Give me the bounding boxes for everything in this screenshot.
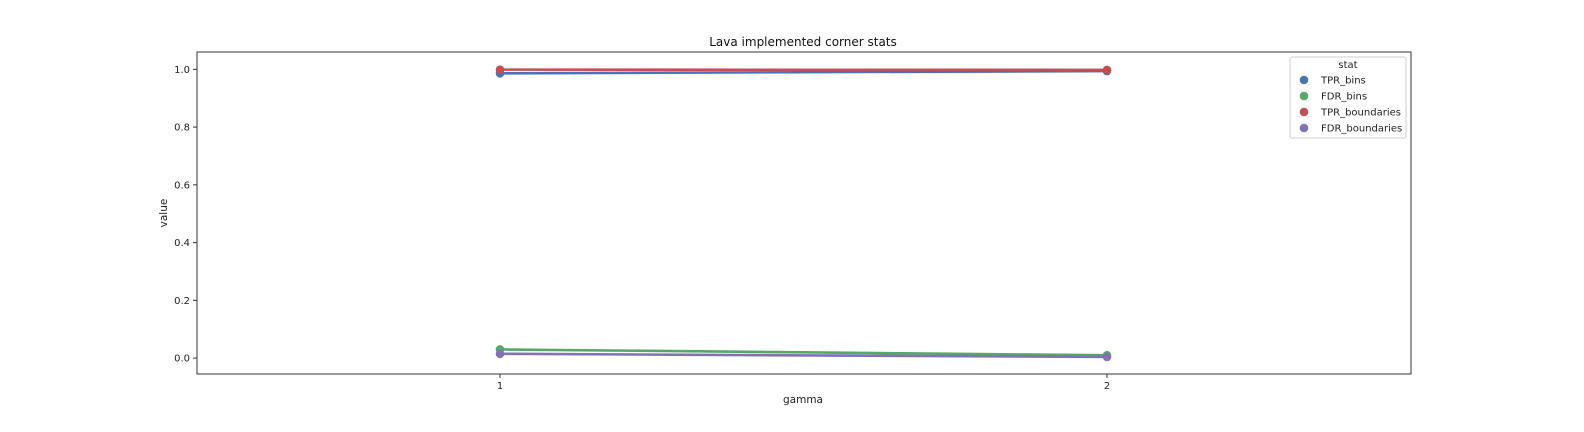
y-tick-label: 0.8 — [174, 123, 190, 134]
y-tick-label: 0.2 — [174, 296, 190, 307]
data-point — [1102, 352, 1112, 362]
legend-entry: FDR_boundaries — [1321, 124, 1402, 135]
data-point — [1102, 65, 1112, 75]
plot-frame — [196, 51, 1412, 375]
plot-area — [495, 65, 1112, 362]
y-axis-label: value — [158, 199, 170, 228]
chart-title: Lava implemented corner stats — [709, 35, 897, 49]
x-axis-label: gamma — [783, 394, 823, 406]
x-tick-label: 1 — [497, 381, 503, 392]
y-tick-label: 0.4 — [174, 238, 190, 249]
x-tick-label: 2 — [1104, 381, 1110, 392]
y-tick-label: 0.6 — [174, 180, 190, 191]
legend-title: stat — [1338, 60, 1357, 71]
series-line-fdr-boundaries — [499, 352, 1108, 359]
y-axis: 0.0 0.2 0.4 0.6 0.8 1.0 — [174, 65, 197, 365]
legend-marker — [1299, 75, 1309, 85]
legend-entry: FDR_bins — [1321, 92, 1367, 103]
data-point — [495, 65, 505, 74]
y-tick-label: 1.0 — [174, 65, 190, 76]
legend-entry: TPR_boundaries — [1320, 108, 1401, 119]
legend-marker — [1299, 91, 1309, 101]
series-line-tpr-bins — [499, 69, 1108, 75]
series-line-fdr-bins — [499, 348, 1108, 357]
legend-box — [1289, 56, 1407, 139]
legend: stat TPR_bins FDR_bins TPR_boundaries FDR_bo… — [1289, 56, 1407, 139]
legend-entry: TPR_bins — [1320, 76, 1366, 87]
legend-marker — [1299, 107, 1309, 117]
legend-marker — [1299, 123, 1309, 133]
data-point — [495, 349, 505, 359]
y-tick-label: 0.0 — [174, 354, 190, 365]
